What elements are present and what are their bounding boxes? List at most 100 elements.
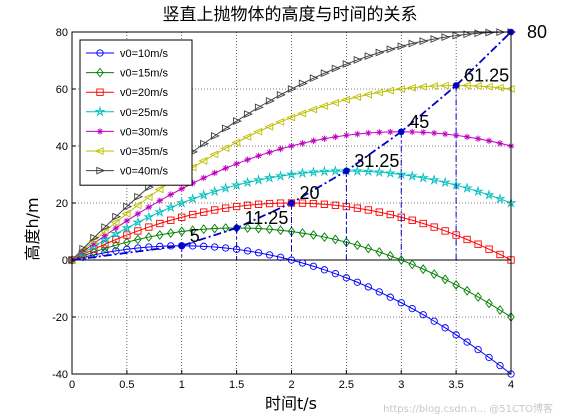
series-marker [386,250,395,261]
series-marker [485,28,495,37]
legend-entry: v0=10m/s [86,48,168,60]
series-marker [112,240,120,251]
series-marker [132,216,144,228]
peak-point [288,199,295,207]
series-marker [177,226,186,237]
series-marker [243,201,252,209]
series-marker [353,278,361,286]
series-marker [386,210,394,219]
x-tick-label: 2 [288,379,294,391]
series-marker [461,81,471,90]
series-marker [419,264,427,275]
series-marker [134,234,142,245]
series-marker [353,204,361,212]
series-marker [419,311,427,319]
x-tick-label: 2.5 [339,379,354,391]
series-marker [110,227,122,239]
series-marker [123,237,131,248]
series-marker [198,156,208,165]
series-marker [243,223,252,234]
series-marker [417,82,427,91]
peak-line-group: 5 11.25 20 31.25 45 61.25 80 [71,22,547,261]
series-marker [275,118,285,126]
y-tick-label: 40 [56,141,68,153]
series-marker [298,199,307,207]
peak-label: 61.25 [464,65,509,85]
peak-point [343,167,350,175]
legend-label: v0=35m/s [120,146,168,158]
series-marker [364,243,373,254]
series-marker [496,361,504,370]
series-marker [232,202,241,211]
series-marker [123,231,131,239]
series-marker [307,166,320,177]
series-marker [406,83,416,92]
series-marker [329,165,341,176]
series-marker [297,109,307,118]
series-marker [452,31,462,40]
series-marker [156,242,164,250]
series-marker [154,185,164,194]
series-marker [189,210,197,219]
watermark: https://blog.csdn.n... @51CTO博客 [383,402,553,415]
series-marker [309,74,319,83]
peak-point [397,128,405,136]
series-marker [110,218,120,227]
series-marker [231,138,241,147]
series-marker [156,229,164,240]
series-marker [376,129,383,136]
series-marker [266,149,273,156]
series-marker [439,81,449,90]
series-marker [134,210,142,218]
series-marker [242,176,254,188]
series-marker [441,227,449,235]
series-marker [233,160,240,168]
series-marker [494,83,504,92]
series-marker [353,56,363,64]
series-marker [310,137,317,145]
series-marker [365,129,372,137]
series-marker [299,140,306,147]
legend-marker [96,88,104,96]
legend-marker [96,67,104,78]
series-marker [397,42,407,51]
series-marker [263,172,276,183]
series-marker [461,182,473,193]
series-marker [154,206,166,217]
series-marker [375,247,384,257]
series-marker [178,185,185,192]
series-marker [452,331,460,339]
series-marker [143,211,155,222]
series-marker [384,86,394,95]
series-marker [331,64,341,73]
series-marker [286,113,296,122]
series-marker [211,131,221,140]
series-marker [276,199,285,207]
series-marker [79,244,89,253]
peak-label: 31.25 [354,151,399,171]
series-marker [408,216,416,224]
legend-entry: v0=40m/s [86,166,168,178]
series-marker [463,285,471,296]
series-marker [332,133,339,141]
series-marker [276,225,285,236]
legend-entry: v0=15m/s [86,68,168,80]
series-marker [318,165,331,177]
series-marker [319,102,329,110]
series-marker [178,213,186,221]
series-marker [243,247,252,255]
series-marker [320,200,329,208]
series-30 [68,128,515,264]
legend-label: v0=20m/s [120,87,168,99]
series-marker [441,274,449,285]
series-marker [298,259,307,267]
series-marker [343,132,350,139]
series-marker [156,219,164,228]
series-marker [441,324,449,332]
series-marker [384,167,396,178]
series-marker [145,232,153,243]
series-marker [375,208,383,216]
series-marker [211,206,219,214]
series-marker [99,234,111,245]
series-line [71,84,512,261]
